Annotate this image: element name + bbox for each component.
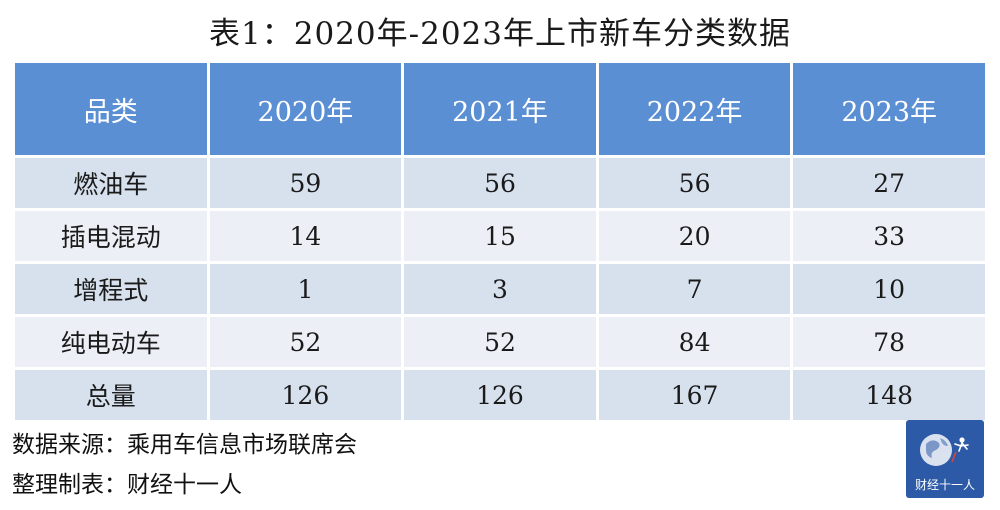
header-cell-2022: 2022年 — [598, 63, 791, 155]
table-cell: 14 — [209, 211, 402, 261]
table-row: 总量 126 126 167 148 — [15, 370, 985, 420]
header-cell-category: 品类 — [15, 63, 207, 155]
table-cell: 56 — [598, 158, 791, 208]
brand-logo: 财经十一人 — [906, 420, 984, 498]
table-cell: 126 — [404, 370, 596, 420]
table-cell: 27 — [793, 158, 985, 208]
table-cell: 3 — [404, 264, 596, 314]
table-cell: 7 — [598, 264, 791, 314]
row-label: 燃油车 — [15, 158, 207, 208]
table-cell: 56 — [404, 158, 596, 208]
table-title: 表1：2020年-2023年上市新车分类数据 — [209, 16, 791, 52]
row-label: 纯电动车 — [15, 317, 207, 367]
table-cell: 148 — [793, 370, 985, 420]
table-cell: 1 — [209, 264, 402, 314]
row-label: 增程式 — [15, 264, 207, 314]
header-cell-2020: 2020年 — [209, 63, 402, 155]
table-row: 增程式 1 3 7 10 — [15, 264, 985, 314]
table-cell: 167 — [598, 370, 791, 420]
header-cell-2021: 2021年 — [404, 63, 596, 155]
table-cell: 20 — [598, 211, 791, 261]
logo-text: 财经十一人 — [914, 478, 975, 492]
table-row: 纯电动车 52 52 84 78 — [15, 317, 985, 367]
header-cell-2023: 2023年 — [793, 63, 985, 155]
table-row: 燃油车 59 56 56 27 — [15, 158, 985, 208]
row-label: 总量 — [15, 370, 207, 420]
source-note: 数据来源：乘用车信息市场联席会 — [12, 432, 357, 458]
maker-note: 整理制表：财经十一人 — [12, 472, 242, 498]
table-row: 插电混动 14 15 20 33 — [15, 211, 985, 261]
table-cell: 15 — [404, 211, 596, 261]
table-cell: 78 — [793, 317, 985, 367]
row-label: 插电混动 — [15, 211, 207, 261]
table-cell: 10 — [793, 264, 985, 314]
globe-icon — [920, 434, 969, 466]
table-cell: 52 — [404, 317, 596, 367]
data-table: 品类 2020年 2021年 2022年 2023年 燃油车 59 56 56 … — [12, 60, 988, 423]
table-cell: 84 — [598, 317, 791, 367]
table-cell: 59 — [209, 158, 402, 208]
table-cell: 126 — [209, 370, 402, 420]
header-row: 品类 2020年 2021年 2022年 2023年 — [15, 63, 985, 155]
table-cell: 52 — [209, 317, 402, 367]
table-cell: 33 — [793, 211, 985, 261]
